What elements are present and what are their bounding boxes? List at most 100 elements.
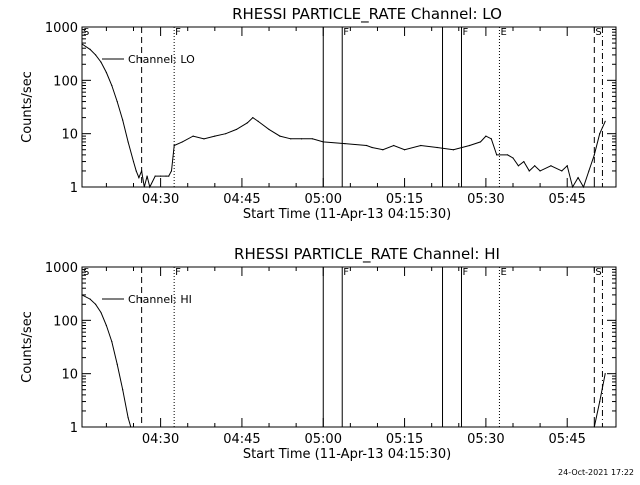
chart-2-ytick-label: 100 — [53, 314, 78, 329]
chart-2-frame — [81, 266, 617, 428]
chart-1-ytick-label: 1000 — [45, 21, 78, 36]
chart-1-data-point — [252, 117, 254, 119]
chart-2-data-point — [111, 340, 113, 343]
chart-2-event-marker-label: S — [595, 267, 601, 278]
chart-1-data-point — [154, 175, 156, 177]
chart-2-data-point — [599, 400, 601, 403]
chart-1-data-point — [550, 165, 552, 167]
chart-2-data-point — [116, 363, 118, 365]
chart-1-data-point — [89, 48, 91, 51]
chart-1-data-point — [105, 71, 107, 74]
chart-1-ytick-label: 10 — [61, 128, 78, 143]
chart-2-ylabel: Counts/sec — [20, 311, 35, 383]
chart-2-event-marker-label: E — [500, 267, 506, 278]
chart-1-data-point — [290, 138, 292, 140]
chart-1-data-point — [403, 149, 406, 151]
chart-1-data-point — [192, 135, 194, 137]
chart-2-data-point — [122, 389, 124, 391]
chart-1-data-point — [116, 100, 118, 103]
chart-1-data-point — [479, 141, 482, 143]
chart-1-xtick-label: 05:45 — [548, 192, 585, 207]
chart-1-data-point — [181, 141, 183, 143]
chart-2-data-point — [593, 426, 595, 428]
chart-1-event-marker-label: F — [175, 27, 181, 38]
chart-1-data-point — [279, 135, 281, 137]
chart-2-data-point — [100, 311, 102, 314]
chart-2-event-marker-label: S — [83, 267, 89, 278]
chart-2-data-point — [89, 298, 91, 300]
chart-2-data-point — [94, 303, 97, 305]
chart-1-data-point — [371, 146, 373, 149]
chart-1-data-point — [100, 61, 102, 63]
chart-1-data-point — [512, 157, 514, 159]
chart-1-data-point — [566, 165, 568, 167]
chart-1-data-point — [517, 165, 520, 167]
chart-2-ytick-label: 1000 — [45, 261, 78, 276]
chart-1-xtick-label: 05:15 — [386, 192, 423, 207]
chart-2-xtick-label: 04:30 — [142, 432, 179, 447]
chart-2-event-marker-label: F — [462, 267, 468, 278]
chart-1-data-point — [588, 170, 590, 172]
chart-2-xtick-label: 05:00 — [305, 432, 342, 447]
chart-1-data-point — [452, 149, 454, 151]
chart-1-ytick-label: 1 — [70, 181, 78, 196]
chart-1-data-point — [246, 122, 248, 124]
chart-1-data-point — [322, 141, 324, 143]
chart-1-data-point — [366, 144, 368, 147]
chart-1-data-point — [122, 119, 124, 121]
chart-2-xtick-label: 04:45 — [223, 432, 260, 447]
chart-1-frame — [81, 26, 617, 188]
chart-1-data-point — [593, 154, 595, 156]
chart-1-series-line — [81, 43, 606, 189]
chart-1-data-point — [300, 138, 303, 140]
chart-1-data-point — [420, 144, 422, 147]
chart-2-ytick-label: 1 — [70, 421, 78, 436]
chart-1-data-point — [235, 128, 238, 131]
chart-1-ytick-label: 100 — [53, 74, 78, 89]
chart-1-data-point — [257, 120, 259, 122]
chart-1-data-point — [582, 186, 585, 188]
chart-1-data-point — [203, 138, 205, 140]
chart-2-legend-label: Channel: HI — [128, 293, 192, 306]
chart-1-data-point — [111, 84, 113, 87]
chart-2-xlabel: Start Time (11-Apr-13 04:15:30) — [243, 447, 451, 462]
chart-1-data-point — [141, 170, 143, 172]
chart-1-data-point — [214, 135, 216, 137]
chart-2-xtick-label: 05:15 — [386, 432, 423, 447]
chart-1-data-point — [485, 135, 487, 137]
chart-2-xtick-label: 05:45 — [548, 432, 585, 447]
chart-2-data-point — [130, 426, 132, 428]
chart-1-data-point — [146, 175, 148, 177]
chart-1-data-point — [160, 175, 162, 177]
chart-2-series-line — [81, 294, 606, 428]
chart-1-xtick-label: 05:30 — [467, 192, 504, 207]
chart-1-data-point — [604, 120, 606, 122]
chart-1-ylabel: Counts/sec — [20, 71, 35, 143]
chart-2-xtick-label: 05:30 — [467, 432, 504, 447]
chart-1-event-marker-label: S — [83, 27, 89, 38]
chart-1-data-point — [382, 149, 384, 151]
chart-1-data-point — [132, 160, 135, 163]
chart-2-data-point — [81, 294, 83, 296]
chart-1-xtick-label: 04:30 — [142, 192, 179, 207]
chart-1-data-point — [490, 138, 492, 140]
chart-2-data-point — [604, 373, 606, 375]
chart-1-data-point — [528, 170, 530, 172]
chart-1-data-point — [268, 128, 270, 131]
chart-1-data-point — [135, 170, 137, 172]
chart-1-data-point — [165, 175, 167, 177]
chart-2-ytick-label: 10 — [61, 368, 78, 383]
chart-1-data-point — [168, 175, 170, 177]
chart-1-data-point — [311, 138, 314, 140]
chart-1-data-point — [149, 186, 151, 188]
chart-1-event-marker-label: F — [462, 27, 468, 38]
chart-1-data-point — [81, 43, 83, 45]
chart-1-event-marker-label: S — [595, 27, 601, 38]
chart-1-event-marker-label: F — [343, 27, 349, 38]
chart-1-data-point — [523, 160, 525, 163]
chart-2-event-marker-label: F — [343, 267, 349, 278]
chart-1-data-point — [127, 141, 129, 143]
chart-1-data-point — [170, 170, 173, 172]
